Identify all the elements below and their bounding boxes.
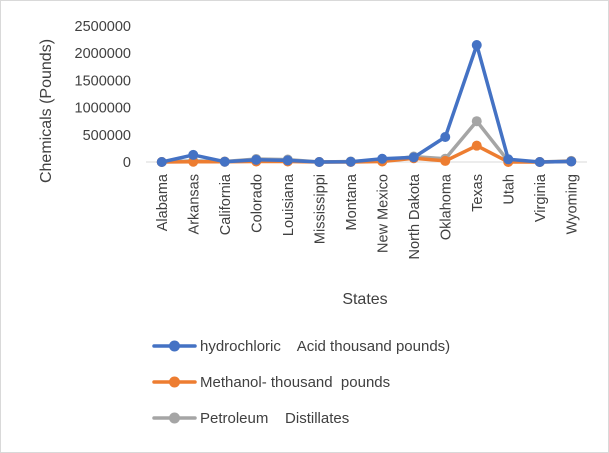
data-point xyxy=(566,156,577,167)
data-point xyxy=(314,157,325,167)
x-tick-label: Colorado xyxy=(249,174,265,233)
legend-marker xyxy=(169,412,180,424)
y-axis-ticks: 0 500000 1000000 1500000 2000000 2500000 xyxy=(75,19,131,171)
data-point xyxy=(471,116,482,127)
data-point xyxy=(345,156,356,167)
series-lines xyxy=(156,40,577,167)
legend-label: hydrochloric Acid thousand pounds) xyxy=(200,338,450,355)
x-tick-label: Montana xyxy=(344,173,360,230)
x-tick-label: Alabama xyxy=(155,173,171,231)
data-point xyxy=(156,157,167,167)
x-tick-label: Mississippi xyxy=(312,174,328,244)
x-tick-label: Louisiana xyxy=(281,173,297,236)
legend-marker xyxy=(169,340,180,352)
data-point xyxy=(377,153,388,164)
x-tick-label: Virginia xyxy=(533,173,549,222)
x-tick-label: North Dakota xyxy=(407,173,423,259)
series-line xyxy=(160,43,574,164)
legend-label: Methanol- thousand pounds xyxy=(200,374,390,391)
y-tick-label: 0 xyxy=(123,155,131,171)
y-axis-title: Chemicals (Pounds) xyxy=(38,39,55,183)
data-point xyxy=(440,155,451,166)
x-tick-label: Wyoming xyxy=(564,174,580,234)
data-point xyxy=(503,154,514,165)
data-point xyxy=(251,154,262,165)
y-tick-label: 2500000 xyxy=(75,19,131,35)
legend: hydrochloric Acid thousand pounds) Methan… xyxy=(152,338,450,427)
x-axis-title: States xyxy=(342,291,387,308)
data-point xyxy=(440,131,451,142)
y-tick-label: 2000000 xyxy=(75,46,131,62)
data-point xyxy=(219,156,230,167)
x-tick-label: California xyxy=(218,173,234,235)
data-point xyxy=(188,149,199,160)
x-tick-label: New Mexico xyxy=(375,174,391,253)
legend-label: Petroleum Distillates xyxy=(200,410,349,427)
y-tick-label: 1500000 xyxy=(75,73,131,89)
x-axis-ticks: Alabama Arkansas California Colorado Louisia… xyxy=(155,173,581,259)
y-tick-label: 1000000 xyxy=(75,101,131,117)
data-point xyxy=(534,157,545,167)
x-tick-label: Utah xyxy=(501,174,517,205)
data-point xyxy=(282,155,293,166)
data-point xyxy=(471,40,482,51)
legend-marker xyxy=(169,376,180,388)
x-tick-label: Texas xyxy=(470,174,486,212)
data-point xyxy=(408,152,419,163)
x-tick-label: Oklahoma xyxy=(438,173,454,240)
data-point xyxy=(471,140,482,151)
x-tick-label: Arkansas xyxy=(186,174,202,234)
y-tick-label: 500000 xyxy=(83,128,131,144)
